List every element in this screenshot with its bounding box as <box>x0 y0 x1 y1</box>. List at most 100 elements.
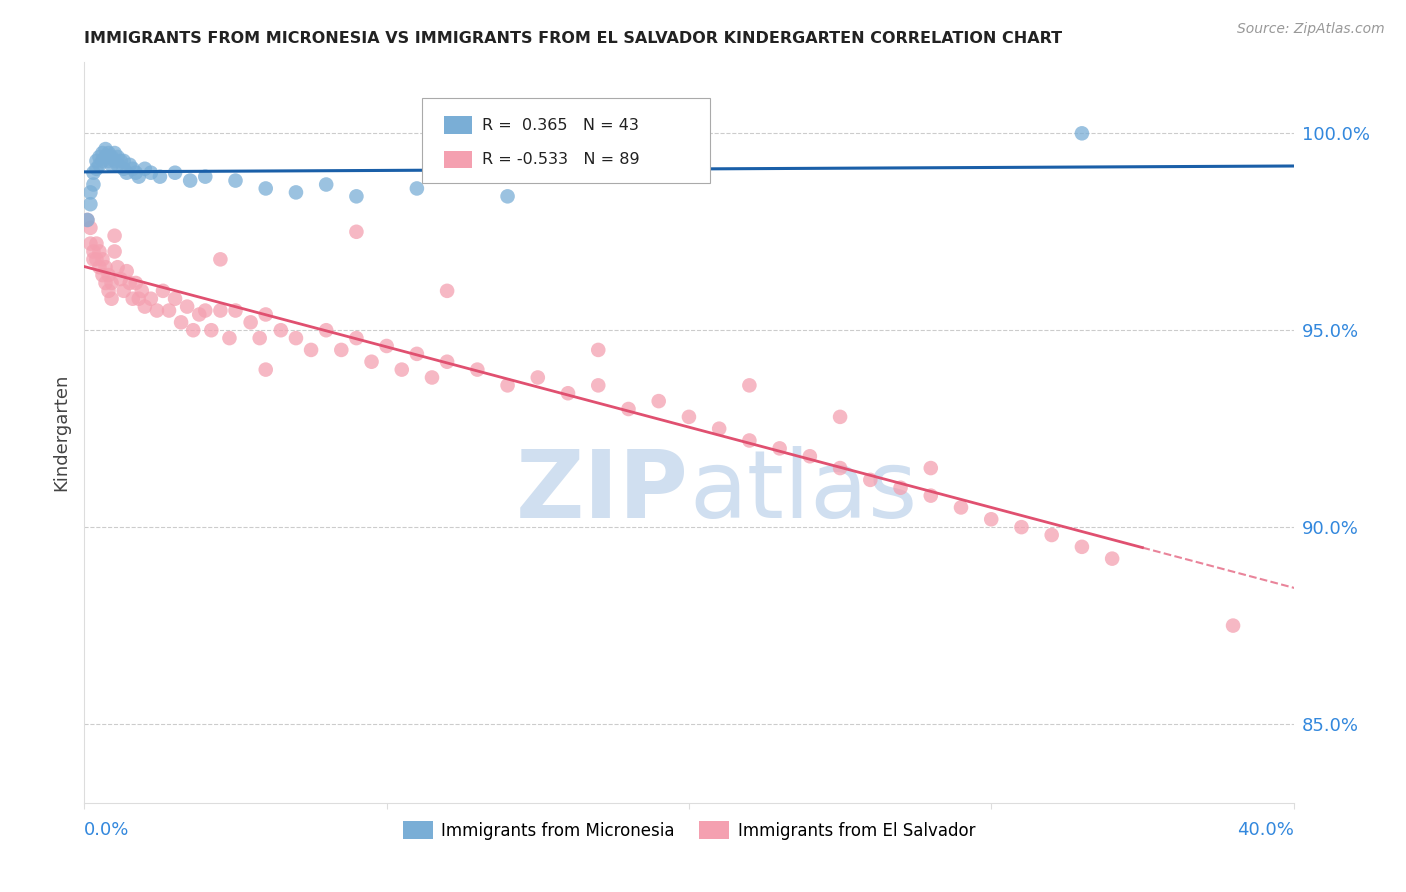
Point <box>648 394 671 409</box>
Point <box>104 228 127 243</box>
Point <box>139 166 162 180</box>
Point <box>82 166 104 180</box>
Point <box>420 370 443 384</box>
Point <box>86 236 108 251</box>
Point <box>100 292 122 306</box>
Point <box>225 303 247 318</box>
Point <box>194 303 217 318</box>
Point <box>709 422 731 436</box>
Point <box>112 153 135 168</box>
Point <box>125 276 148 290</box>
Point <box>104 146 127 161</box>
Point <box>209 303 232 318</box>
Point <box>1071 540 1094 554</box>
Point <box>170 315 193 329</box>
Point <box>179 173 201 187</box>
Text: R = -0.533   N = 89: R = -0.533 N = 89 <box>482 152 640 167</box>
Point <box>79 220 101 235</box>
Point <box>285 186 308 200</box>
Point <box>121 292 143 306</box>
Point <box>89 158 111 172</box>
Point <box>134 161 156 176</box>
Point <box>97 268 120 282</box>
Point <box>82 252 104 267</box>
Point <box>82 244 104 259</box>
Point <box>128 169 150 184</box>
Point <box>165 166 187 180</box>
Point <box>76 213 98 227</box>
Point <box>94 260 117 275</box>
Point <box>557 386 579 401</box>
Point <box>346 331 368 345</box>
Point <box>218 331 240 345</box>
Point <box>146 303 169 318</box>
Point <box>86 252 108 267</box>
Point <box>346 189 368 203</box>
Point <box>830 409 852 424</box>
Point <box>79 197 101 211</box>
Point <box>86 153 108 168</box>
Point <box>94 150 117 164</box>
Point <box>76 213 98 227</box>
Point <box>830 461 852 475</box>
Point <box>1222 618 1244 632</box>
Point <box>391 362 413 376</box>
Point <box>738 378 761 392</box>
Point <box>89 150 111 164</box>
Point <box>91 146 114 161</box>
Point <box>406 347 429 361</box>
Point <box>100 158 122 172</box>
Point <box>360 355 382 369</box>
Point <box>436 355 458 369</box>
Point <box>375 339 398 353</box>
Point <box>176 300 198 314</box>
Point <box>254 181 277 195</box>
Point <box>1071 126 1094 140</box>
Legend: Immigrants from Micronesia, Immigrants from El Salvador: Immigrants from Micronesia, Immigrants f… <box>396 814 981 847</box>
Point <box>980 512 1002 526</box>
Point <box>194 169 217 184</box>
Point <box>118 276 141 290</box>
Point <box>86 161 108 176</box>
Point <box>91 153 114 168</box>
Point <box>188 308 211 322</box>
Point <box>200 323 222 337</box>
Point <box>588 378 610 392</box>
Point <box>859 473 882 487</box>
Point <box>588 343 610 357</box>
Point <box>270 323 292 337</box>
Point <box>79 186 101 200</box>
Point <box>225 173 247 187</box>
Point <box>107 158 129 172</box>
Point <box>920 461 942 475</box>
Text: 0.0%: 0.0% <box>84 822 129 839</box>
Point <box>1040 528 1063 542</box>
Point <box>94 276 117 290</box>
Point <box>165 292 187 306</box>
Text: ZIP: ZIP <box>516 446 689 538</box>
Point <box>112 161 135 176</box>
Point <box>100 150 122 164</box>
Point <box>115 264 138 278</box>
Point <box>617 402 640 417</box>
Point <box>97 146 120 161</box>
Point <box>920 489 942 503</box>
Point <box>131 284 153 298</box>
Point <box>950 500 973 515</box>
Point <box>104 153 127 168</box>
Point <box>107 260 129 275</box>
Point <box>1101 551 1123 566</box>
Point <box>738 434 761 448</box>
Point <box>91 268 114 282</box>
Point <box>249 331 271 345</box>
Point <box>118 158 141 172</box>
Point <box>89 244 111 259</box>
Point <box>100 276 122 290</box>
Point <box>79 236 101 251</box>
Point <box>436 284 458 298</box>
Point <box>209 252 232 267</box>
Text: 40.0%: 40.0% <box>1237 822 1294 839</box>
Point <box>496 378 519 392</box>
Point <box>157 303 180 318</box>
Point <box>769 442 792 456</box>
